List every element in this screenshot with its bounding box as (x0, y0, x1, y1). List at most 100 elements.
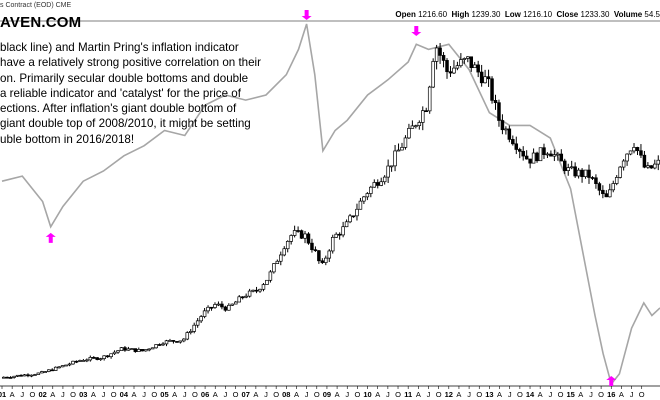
candle-body (60, 365, 65, 368)
x-tick-label: O (233, 390, 239, 399)
candle-body (376, 182, 380, 186)
candle-body (479, 71, 484, 84)
x-tick-label: A (50, 390, 55, 399)
candle-body (400, 147, 404, 151)
low-label: Low (504, 10, 521, 19)
candle-body (296, 230, 300, 232)
candle-body (240, 296, 245, 299)
candle-body (362, 196, 366, 202)
x-tick-label: A (172, 390, 177, 399)
candle-body (57, 366, 61, 369)
candle-body (424, 110, 428, 113)
candle-body (71, 360, 75, 365)
annotation-line: black line) and Martin Pring's inflation… (0, 41, 239, 54)
x-tick-label: 08 (282, 390, 290, 399)
candle-body (618, 166, 622, 178)
candle-body (199, 316, 203, 322)
x-tick-label: J (345, 390, 349, 399)
candle-body (334, 233, 338, 238)
candle-body (476, 64, 480, 73)
candle-body (587, 169, 591, 178)
candle-body (150, 347, 155, 350)
candle-body (168, 340, 172, 342)
x-tick-label: O (192, 390, 198, 399)
candle-body (466, 56, 470, 59)
candle-body (206, 306, 210, 312)
x-tick-label: 04 (120, 390, 129, 399)
candle-body (109, 353, 113, 358)
candle-body (33, 374, 37, 376)
x-tick-label: O (70, 390, 76, 399)
arrow-down-icon (301, 10, 312, 20)
candle-body (310, 242, 314, 251)
candle-body (143, 349, 148, 352)
candle-body (514, 143, 519, 150)
open-label: Open (395, 10, 416, 19)
x-tick-label: A (91, 390, 96, 399)
candle-body (483, 76, 487, 84)
candle-body (195, 320, 200, 326)
x-tick-label: J (102, 390, 106, 399)
x-tick-label: 14 (526, 390, 535, 399)
annotation-line: have a relatively strong positive correl… (0, 56, 261, 70)
candle-body (43, 371, 48, 373)
x-tick-label: 07 (242, 390, 250, 399)
x-tick-label: O (111, 390, 117, 399)
candle-body (123, 347, 127, 351)
x-tick-label: A (253, 390, 258, 399)
x-tick-label: O (476, 390, 482, 399)
candle-body (365, 193, 370, 198)
candle-body (608, 189, 612, 198)
volume-label: Volume (613, 10, 643, 19)
candle-body (299, 230, 304, 239)
candle-body (213, 304, 217, 308)
x-tick-label: 10 (363, 390, 371, 399)
candle-body (576, 169, 581, 177)
volume-value: 54.5 (644, 10, 660, 19)
candle-body (507, 128, 512, 140)
site-watermark: AVEN.COM (0, 14, 82, 31)
candle-body (282, 248, 286, 256)
candle-body (542, 147, 546, 155)
candle-body (538, 147, 543, 162)
candle-body (569, 166, 574, 169)
candle-body (306, 233, 311, 244)
candle-body (559, 153, 564, 162)
candle-body (157, 344, 162, 346)
high-label: High (451, 10, 470, 19)
candle-body (459, 59, 463, 67)
candle-body (209, 306, 214, 309)
candle-body (98, 358, 103, 360)
candle-body (441, 55, 446, 61)
candle-body (493, 100, 498, 104)
x-tick-label: O (436, 390, 442, 399)
candle-body (234, 301, 238, 305)
x-tick-label: J (183, 390, 187, 399)
x-tick-label: A (294, 390, 299, 399)
candle-body (552, 154, 557, 157)
candle-body (597, 183, 602, 191)
x-tick-label: A (375, 390, 380, 399)
candle-body (285, 241, 290, 250)
x-tick-label: 05 (160, 390, 168, 399)
candle-body (40, 371, 44, 374)
candle-body (254, 289, 259, 292)
candle-body (19, 374, 23, 377)
candle-body (102, 355, 106, 359)
annotation-line: ections. After inflation's giant double … (0, 102, 237, 116)
candle-body (324, 257, 328, 263)
x-tick-label: J (142, 390, 146, 399)
arrow-shape (411, 26, 422, 36)
candle-body (601, 189, 605, 195)
candle-body (133, 348, 138, 352)
x-tick-label: A (456, 390, 461, 399)
x-tick-label: J (467, 390, 471, 399)
x-tick-label: 16 (607, 390, 615, 399)
candle-body (88, 357, 93, 361)
candle-body (81, 360, 86, 362)
candle-body (604, 193, 609, 198)
x-tick-label: J (264, 390, 268, 399)
candle-body (341, 226, 345, 236)
